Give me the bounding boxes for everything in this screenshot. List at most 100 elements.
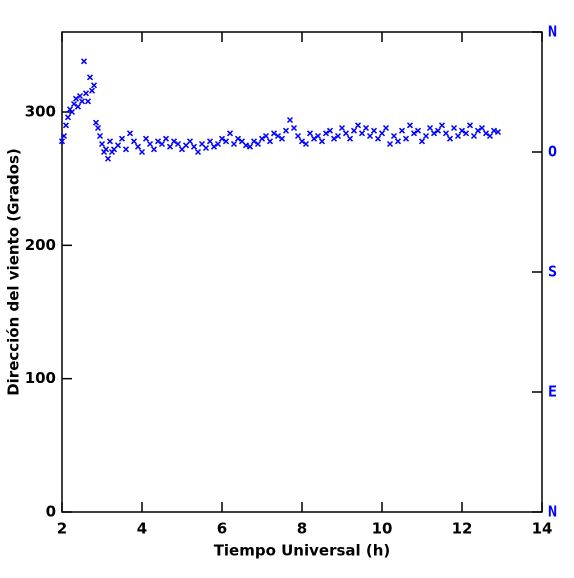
data-point bbox=[166, 143, 174, 150]
data-point bbox=[68, 108, 76, 116]
data-point bbox=[474, 127, 482, 134]
data-point bbox=[134, 143, 142, 150]
data-point bbox=[466, 122, 474, 129]
data-point bbox=[258, 135, 266, 142]
data-point bbox=[274, 132, 282, 140]
data-point bbox=[106, 138, 114, 145]
y-tick-label: 300 bbox=[25, 103, 56, 121]
y2-tick-label: O bbox=[548, 143, 557, 161]
data-point bbox=[422, 132, 430, 140]
data-point bbox=[230, 140, 238, 148]
data-point bbox=[126, 130, 134, 137]
data-point bbox=[146, 140, 154, 148]
data-point bbox=[96, 132, 104, 140]
data-point bbox=[186, 138, 194, 145]
data-point bbox=[70, 100, 78, 108]
data-point bbox=[454, 132, 462, 140]
data-point bbox=[430, 130, 438, 137]
data-point bbox=[358, 130, 366, 137]
data-point bbox=[402, 135, 410, 142]
data-point bbox=[104, 155, 112, 162]
plot-frame bbox=[61, 31, 543, 513]
data-point bbox=[450, 124, 458, 132]
data-point bbox=[318, 138, 326, 145]
data-point bbox=[190, 143, 198, 150]
data-point bbox=[242, 142, 250, 149]
y2-tick-label: S bbox=[548, 263, 557, 281]
data-point bbox=[414, 127, 422, 134]
data-point bbox=[64, 114, 72, 121]
data-point bbox=[102, 146, 110, 153]
data-point bbox=[298, 138, 306, 145]
data-point bbox=[446, 135, 454, 142]
data-point bbox=[486, 132, 494, 140]
data-point bbox=[442, 130, 450, 137]
data-point bbox=[206, 138, 214, 145]
data-point bbox=[254, 140, 262, 148]
data-point bbox=[86, 74, 94, 81]
data-point bbox=[278, 135, 286, 142]
data-point bbox=[250, 138, 258, 145]
data-point bbox=[386, 140, 394, 148]
x-tick-label: 2 bbox=[57, 520, 67, 538]
data-point bbox=[202, 144, 210, 152]
data-point bbox=[406, 122, 414, 129]
data-point bbox=[322, 130, 330, 137]
data-point bbox=[218, 135, 226, 142]
data-point bbox=[326, 127, 334, 134]
data-point bbox=[410, 130, 418, 137]
data-point bbox=[214, 140, 222, 148]
data-point bbox=[226, 130, 234, 137]
data-point bbox=[78, 98, 86, 105]
x-tick-label: 6 bbox=[217, 520, 227, 538]
y-axis-label: Dirección del viento (Grados) bbox=[5, 148, 23, 396]
data-point bbox=[490, 127, 498, 134]
data-point bbox=[74, 103, 82, 110]
data-point bbox=[290, 124, 298, 132]
data-point bbox=[494, 128, 502, 136]
y-tick-label: 100 bbox=[25, 369, 56, 387]
data-point bbox=[118, 135, 126, 142]
x-tick-label: 10 bbox=[372, 520, 393, 538]
data-point bbox=[170, 138, 178, 145]
data-point bbox=[154, 138, 162, 145]
x-tick-label: 12 bbox=[452, 520, 473, 538]
data-point bbox=[58, 138, 66, 145]
data-point bbox=[222, 138, 230, 145]
data-point bbox=[174, 140, 182, 148]
data-point bbox=[60, 132, 68, 140]
data-point bbox=[98, 140, 106, 148]
data-point bbox=[458, 127, 466, 134]
data-point bbox=[76, 92, 84, 100]
data-point bbox=[246, 143, 254, 150]
data-point bbox=[434, 127, 442, 134]
data-point bbox=[262, 132, 270, 140]
x-tick-label: 14 bbox=[532, 520, 553, 538]
data-point bbox=[210, 143, 218, 150]
data-point bbox=[94, 124, 102, 132]
data-point bbox=[378, 130, 386, 137]
data-point bbox=[310, 135, 318, 142]
data-point bbox=[234, 135, 242, 142]
data-point bbox=[354, 122, 362, 129]
data-point bbox=[266, 138, 274, 145]
data-point bbox=[92, 119, 100, 126]
data-point bbox=[62, 122, 70, 129]
x-tick-label: 4 bbox=[137, 520, 147, 538]
data-point bbox=[418, 138, 426, 145]
data-point bbox=[122, 146, 130, 153]
data-point bbox=[330, 135, 338, 142]
data-point bbox=[84, 98, 92, 105]
data-point bbox=[390, 132, 398, 140]
data-point bbox=[142, 135, 150, 142]
data-point bbox=[426, 124, 434, 132]
data-point bbox=[350, 127, 358, 134]
data-point bbox=[382, 124, 390, 132]
data-point bbox=[114, 142, 122, 149]
data-point bbox=[338, 124, 346, 132]
data-point bbox=[306, 130, 314, 137]
data-point bbox=[72, 95, 80, 102]
data-point bbox=[398, 127, 406, 134]
data-point bbox=[334, 132, 342, 140]
data-point bbox=[286, 116, 294, 124]
